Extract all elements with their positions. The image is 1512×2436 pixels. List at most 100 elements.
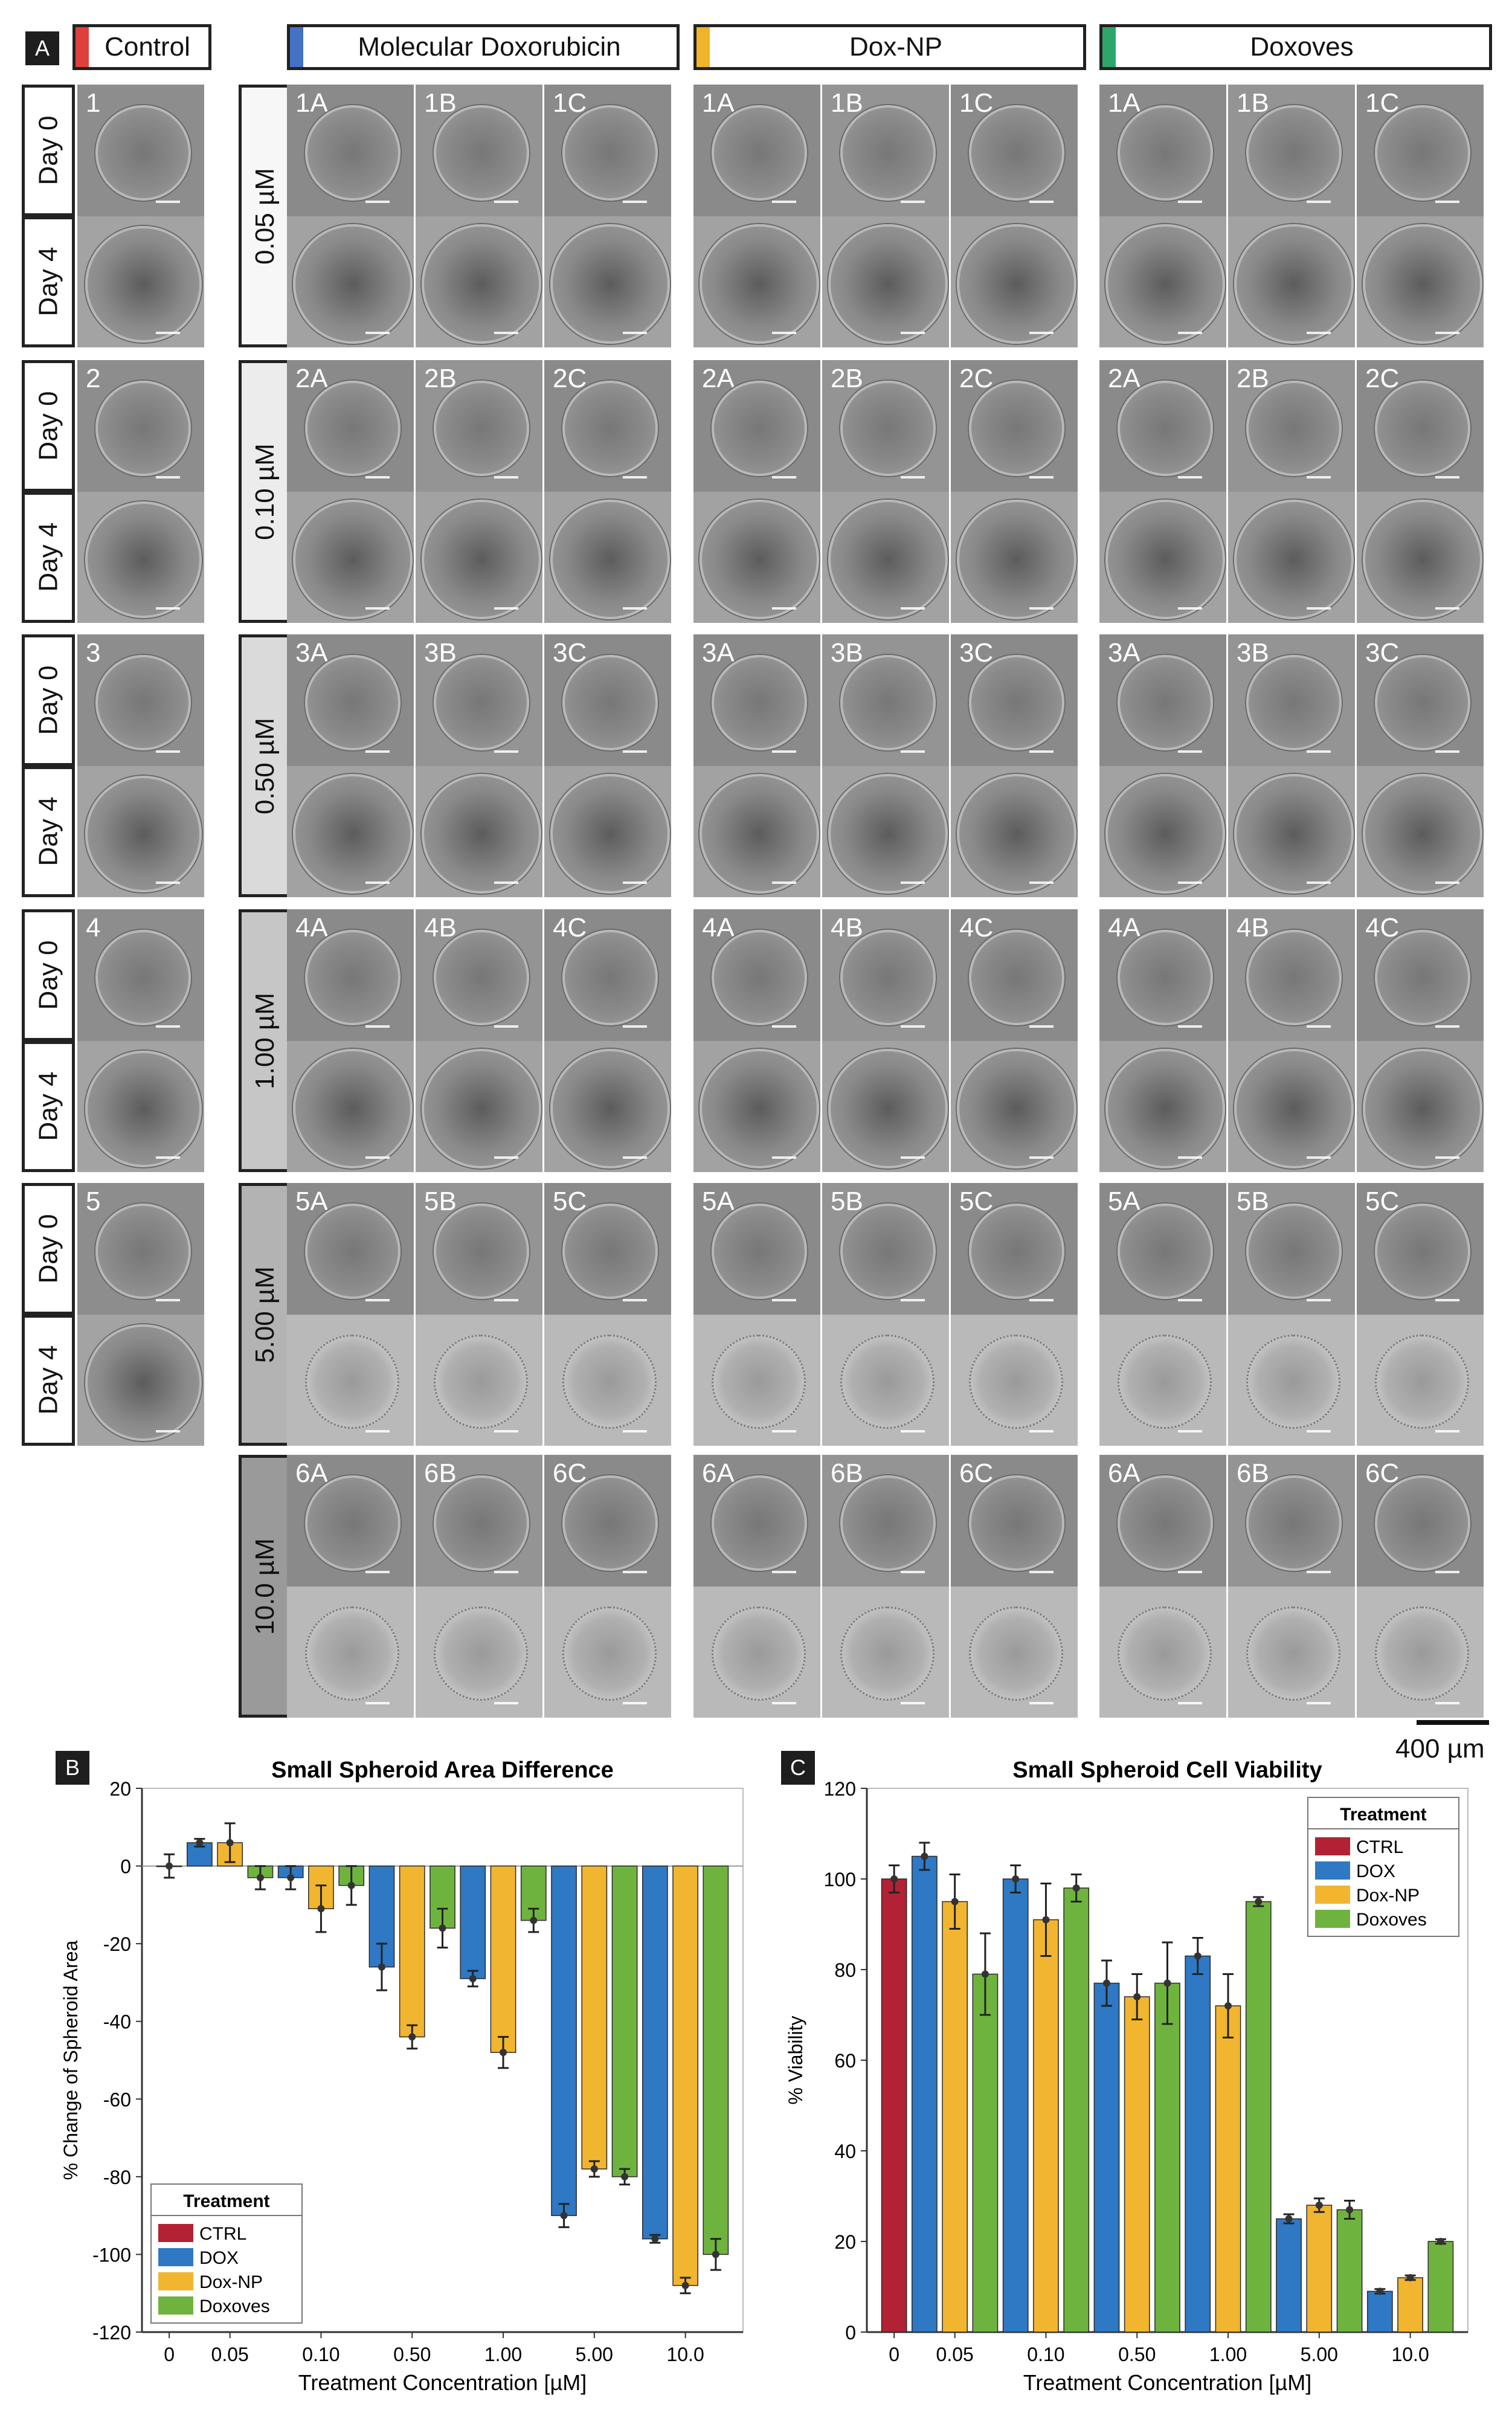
tile-scale-bar xyxy=(1435,1702,1459,1704)
control-color-bar xyxy=(76,27,89,67)
day-label-text: Day 4 xyxy=(33,1071,63,1141)
tile-scale-bar xyxy=(365,1702,390,1704)
y-tick-label: 100 xyxy=(824,1869,856,1890)
tile-scale-bar xyxy=(772,1430,796,1432)
spheroid-tile xyxy=(1357,765,1484,897)
tile-scale-bar xyxy=(494,475,518,478)
tile-scale-bar xyxy=(1029,475,1054,478)
mean-point xyxy=(621,2173,629,2180)
concentration-label-text: 0.10 µM xyxy=(250,443,280,540)
spheroid xyxy=(969,1475,1064,1571)
spheroid-tile xyxy=(1099,491,1226,623)
control-tile xyxy=(77,1040,204,1172)
x-tick-label: 5.00 xyxy=(1301,2344,1338,2365)
control-tile-label: 2 xyxy=(86,364,101,393)
x-tick-label: 0 xyxy=(889,2344,899,2365)
spheroid-tile xyxy=(822,491,949,623)
spheroid xyxy=(293,500,413,620)
tile-scale-bar xyxy=(1435,1570,1459,1573)
spheroid-tile xyxy=(1357,491,1484,623)
spheroid-tile xyxy=(416,765,542,897)
tile-scale-bar xyxy=(1178,475,1202,478)
tile-scale-bar xyxy=(1307,475,1331,478)
tile-scale-bar xyxy=(901,1025,925,1028)
spheroid-tile: 4A xyxy=(693,909,820,1041)
bar-dox xyxy=(1093,1982,1120,2333)
mean-point xyxy=(1072,1884,1080,1892)
spheroid xyxy=(1246,929,1342,1025)
spheroid xyxy=(700,1049,819,1169)
tile-scale-bar xyxy=(494,607,518,610)
mean-point xyxy=(1315,2202,1323,2209)
y-axis-label: % Change of Spheroid Area xyxy=(60,1940,82,2180)
day-label-text: Day 4 xyxy=(33,522,63,592)
spheroid-tile: 6B xyxy=(416,1455,542,1587)
panel-a-letter: A xyxy=(25,31,59,65)
mean-point xyxy=(439,1924,446,1932)
tile-label: 2B xyxy=(424,364,457,393)
spheroid xyxy=(1246,654,1342,750)
spheroid-tile: 3C xyxy=(1357,634,1484,766)
x-tick-label: 0.05 xyxy=(936,2344,974,2365)
spheroid xyxy=(422,774,541,894)
control-tile: 5 xyxy=(77,1183,204,1315)
tile-label: 4A xyxy=(295,913,328,942)
spheroid-tile: 6A xyxy=(287,1455,414,1587)
spheroid xyxy=(840,1475,936,1571)
tile-label: 5A xyxy=(702,1187,735,1216)
bar-dox xyxy=(1002,1878,1029,2333)
spheroid xyxy=(1363,1049,1482,1169)
tile-scale-bar xyxy=(1178,750,1202,753)
spheroid xyxy=(969,929,1064,1025)
spheroid xyxy=(1375,1335,1469,1429)
tile-scale-bar xyxy=(623,750,647,753)
spheroid-tile xyxy=(416,491,542,623)
x-tick-label: 10.0 xyxy=(666,2344,704,2365)
tile-scale-bar xyxy=(1435,750,1459,753)
tile-scale-bar xyxy=(1307,332,1331,334)
bar-dox-np xyxy=(1306,2205,1333,2333)
spheroid xyxy=(712,105,807,201)
tile-label: 1A xyxy=(295,88,328,118)
tile-scale-bar xyxy=(901,332,925,334)
spheroid xyxy=(700,224,819,344)
spheroid xyxy=(1375,1203,1470,1299)
tile-scale-bar xyxy=(156,881,180,884)
legend-swatch-dox xyxy=(158,2248,193,2266)
spheroid xyxy=(969,1606,1063,1701)
spheroid xyxy=(95,380,191,476)
spheroid-tile xyxy=(1357,1314,1484,1446)
tile-label: 6B xyxy=(1237,1458,1269,1488)
concentration-label-text: 0.05 µM xyxy=(250,167,280,265)
spheroid xyxy=(712,380,807,476)
spheroid-tile xyxy=(822,216,949,347)
header-label: Molecular Doxorubicin xyxy=(358,32,621,62)
tile-label: 4C xyxy=(1365,913,1400,942)
tile-scale-bar xyxy=(1029,1570,1054,1573)
spheroid-tile xyxy=(1228,1586,1355,1718)
tile-scale-bar xyxy=(772,1570,796,1573)
spheroid-tile xyxy=(951,216,1078,347)
spheroid-tile xyxy=(416,1586,542,1718)
tile-label: 1B xyxy=(1237,88,1269,118)
tile-label: 5A xyxy=(295,1187,328,1216)
spheroid xyxy=(1118,1335,1212,1429)
spheroid xyxy=(1118,1475,1213,1571)
day-label-text: Day 4 xyxy=(33,1345,63,1415)
tile-label: 4C xyxy=(553,913,587,942)
tile-label: 1B xyxy=(424,88,457,118)
spheroid xyxy=(1363,224,1482,344)
tile-label: 6C xyxy=(553,1458,587,1488)
spheroid-tile xyxy=(1228,1040,1355,1172)
tile-label: 5C xyxy=(553,1187,587,1216)
bar-dox-np xyxy=(1215,2005,1241,2333)
mean-point xyxy=(890,1875,898,1883)
mean-point xyxy=(469,1975,477,1982)
spheroid xyxy=(95,929,191,1025)
spheroid-tile xyxy=(287,216,414,347)
spheroid-tile: 4A xyxy=(287,909,414,1041)
mean-point xyxy=(921,1852,928,1860)
spheroid-tile: 3B xyxy=(1228,634,1355,766)
concentration-label: 1.00 µM xyxy=(239,909,292,1172)
legend-swatch-doxoves xyxy=(1315,1910,1350,1928)
